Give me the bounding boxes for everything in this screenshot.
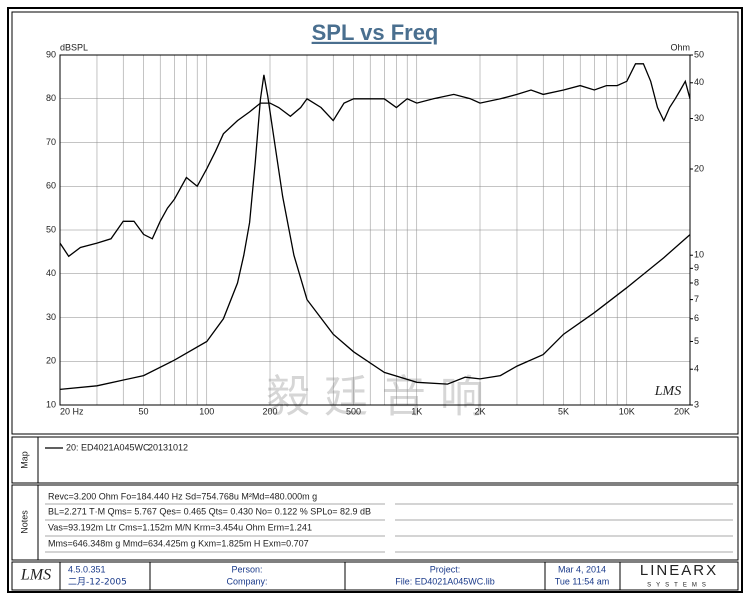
note-line: BL=2.271 T·M Qms= 5.767 Qes= 0.465 Qts= … <box>48 506 371 516</box>
note-line: Revc=3.200 Ohm Fo=184.440 Hz Sd=754.768u… <box>48 491 317 501</box>
y2-tick-label: 8 <box>694 277 699 287</box>
person: Person: <box>231 564 262 574</box>
y2-tick-label: 30 <box>694 113 704 123</box>
y-tick-label: 10 <box>46 399 56 409</box>
x-tick-label: 5K <box>558 406 569 416</box>
date: Mar 4, 2014 <box>558 564 606 574</box>
x-tick-label: 500 <box>346 406 361 416</box>
company: Company: <box>226 576 267 586</box>
version-date: 二月-12-2005 <box>68 577 127 588</box>
data-line <box>59 63 691 258</box>
outer-frame <box>7 7 743 593</box>
footer <box>11 561 739 591</box>
y2-tick-label: 4 <box>694 364 699 374</box>
y2-tick-label: 10 <box>694 250 704 260</box>
legend-date: 20131012 <box>148 442 188 452</box>
time: Tue 11:54 am <box>555 576 610 586</box>
y2-tick-label: 50 <box>694 49 704 59</box>
y2-tick-label: 7 <box>694 294 699 304</box>
brand-sub: SYSTEMS <box>647 583 711 589</box>
notes-label: Notes <box>19 510 29 534</box>
x-tick-label: 200 <box>262 406 277 416</box>
y2-tick-label: 20 <box>694 163 704 173</box>
x-tick-label: 50 <box>139 406 149 416</box>
x-tick-label: 1K <box>411 406 422 416</box>
y2-tick-label: 6 <box>694 313 699 323</box>
version: 4.5.0.351 <box>68 564 106 574</box>
note-line: Vas=93.192m Ltr Cms=1.152m M/N Krm=3.454… <box>48 522 312 532</box>
watermark: 毅 廷 音 响 <box>266 372 484 423</box>
y-axis-label: dBSPL <box>60 42 88 52</box>
x-tick-label: 10K <box>619 406 635 416</box>
x-tick-label: 20 Hz <box>60 406 84 416</box>
file: File: ED4021A045WC.lib <box>395 576 495 586</box>
y2-tick-label: 3 <box>694 399 699 409</box>
y2-tick-label: 40 <box>694 77 704 87</box>
chart-frame <box>11 11 739 435</box>
y-tick-label: 70 <box>46 137 56 147</box>
map-label: Map <box>19 451 29 469</box>
y2-tick-label: 9 <box>694 263 699 273</box>
notes: Revc=3.200 Ohm Fo=184.440 Hz Sd=754.768u… <box>45 491 733 553</box>
x-tick-label: 2K <box>474 406 485 416</box>
y-tick-label: 20 <box>46 356 56 366</box>
project: Project: <box>430 564 461 574</box>
y-tick-label: 80 <box>46 93 56 103</box>
y-tick-label: 40 <box>46 268 56 278</box>
y2-axis-label: Ohm <box>670 42 690 52</box>
y2-tick-label: 5 <box>694 336 699 346</box>
y-tick-label: 30 <box>46 312 56 322</box>
footer-logo: LMS <box>20 567 51 584</box>
chart-title: SPL vs Freq <box>312 20 439 45</box>
x-tick-label: 20K <box>674 406 690 416</box>
y-tick-label: 90 <box>46 49 56 59</box>
y-tick-label: 50 <box>46 224 56 234</box>
plot-logo: LMS <box>654 384 681 399</box>
map-panel <box>11 436 739 484</box>
brand: LINEARX <box>640 562 718 579</box>
note-line: Mms=646.348m g Mmd=634.425m g Kxm=1.825m… <box>48 538 309 548</box>
notes-panel <box>11 484 739 561</box>
data-line <box>59 74 691 391</box>
y-tick-label: 60 <box>46 181 56 191</box>
x-tick-label: 100 <box>199 406 214 416</box>
legend-label: 20: ED4021A045WC <box>66 442 150 452</box>
plot-frame <box>59 54 691 406</box>
